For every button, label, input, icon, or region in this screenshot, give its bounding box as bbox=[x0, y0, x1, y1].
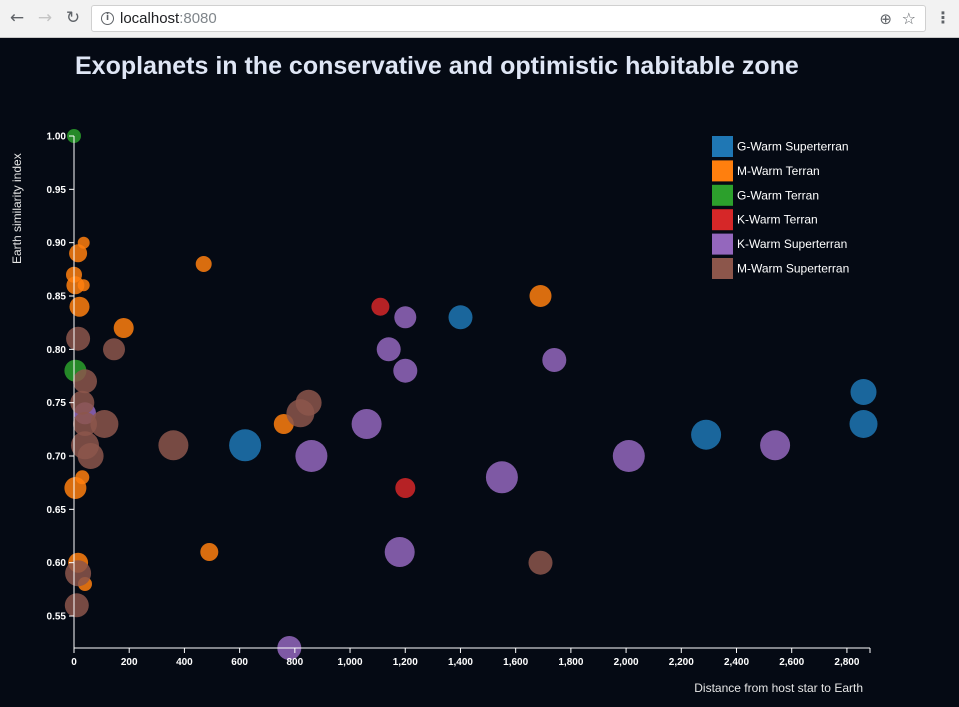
data-point bbox=[542, 348, 567, 372]
chart-title: Exoplanets in the conservative and optim… bbox=[75, 52, 799, 80]
data-point bbox=[66, 326, 91, 351]
x-axis-label: Distance from host star to Earth bbox=[694, 681, 863, 695]
forward-button[interactable]: → bbox=[35, 8, 55, 28]
zoom-icon[interactable]: ⊕ bbox=[879, 10, 892, 28]
data-point bbox=[384, 537, 415, 567]
x-tick-label: 0 bbox=[71, 657, 77, 668]
bubble-layer bbox=[64, 129, 878, 660]
data-point bbox=[66, 276, 85, 295]
legend-swatch bbox=[712, 209, 733, 231]
data-point bbox=[376, 337, 401, 362]
data-point bbox=[73, 412, 97, 436]
y-tick-label: 0.80 bbox=[47, 345, 67, 356]
data-point bbox=[295, 440, 328, 472]
legend-label: G-Warm Terran bbox=[737, 188, 819, 202]
legend: G-Warm Superterran M-Warm Terran G-Warm Te… bbox=[712, 136, 849, 279]
data-point bbox=[850, 379, 877, 405]
data-point bbox=[393, 358, 418, 383]
data-point bbox=[691, 419, 722, 450]
data-point bbox=[158, 430, 189, 461]
y-tick-label: 0.65 bbox=[47, 505, 67, 516]
data-point bbox=[612, 440, 645, 472]
address-bar[interactable]: i localhost:8080 ⊕ ☆ bbox=[91, 5, 926, 32]
data-point bbox=[73, 369, 97, 394]
y-axis-label: Earth similarity index bbox=[10, 153, 24, 264]
y-tick-label: 0.60 bbox=[47, 558, 67, 569]
legend-label: M-Warm Superterran bbox=[737, 262, 849, 276]
data-point bbox=[64, 593, 89, 618]
legend-swatch bbox=[712, 184, 733, 206]
legend-swatch bbox=[712, 233, 733, 255]
x-tick-label: 200 bbox=[121, 657, 138, 668]
x-tick-label: 2,000 bbox=[614, 657, 639, 668]
data-point bbox=[351, 409, 382, 439]
legend-swatch bbox=[712, 258, 733, 279]
x-tick-label: 2,800 bbox=[834, 657, 859, 668]
y-tick-label: 0.95 bbox=[47, 185, 67, 196]
data-point bbox=[200, 543, 219, 561]
arrow-right-icon: → bbox=[37, 8, 53, 28]
data-point bbox=[195, 256, 212, 272]
url-text[interactable]: localhost:8080 bbox=[120, 10, 217, 28]
x-tick-label: 400 bbox=[176, 657, 193, 668]
data-point bbox=[70, 390, 95, 415]
data-point bbox=[229, 429, 262, 462]
data-point bbox=[77, 443, 104, 469]
data-point bbox=[65, 560, 92, 587]
data-point bbox=[69, 296, 90, 317]
legend-label: M-Warm Terran bbox=[737, 164, 820, 178]
data-point bbox=[448, 305, 473, 330]
y-tick-label: 0.90 bbox=[47, 238, 67, 249]
x-tick-label: 1,800 bbox=[558, 657, 583, 668]
data-point bbox=[395, 478, 416, 498]
reload-button[interactable]: ↻ bbox=[63, 8, 83, 28]
y-tick-label: 0.70 bbox=[47, 452, 67, 463]
back-button[interactable]: ← bbox=[7, 8, 27, 28]
data-point bbox=[849, 410, 878, 438]
url-port: :8080 bbox=[179, 10, 217, 27]
reload-icon: ↻ bbox=[65, 8, 81, 28]
data-point bbox=[90, 410, 119, 438]
x-tick-label: 1,400 bbox=[448, 657, 473, 668]
x-tick-label: 2,600 bbox=[779, 657, 804, 668]
data-point bbox=[113, 318, 134, 338]
y-tick-label: 0.85 bbox=[47, 292, 67, 303]
y-tick-label: 0.75 bbox=[47, 398, 67, 409]
legend-swatch bbox=[712, 160, 733, 182]
y-axis: 0.55 0.60 0.65 0.70 0.75 0.80 0.85 0.90 0.95 1.00 bbox=[47, 132, 75, 648]
browser-toolbar: ← → ↻ i localhost:8080 ⊕ ☆ ⋮ bbox=[0, 0, 959, 38]
x-tick-label: 1,000 bbox=[338, 657, 363, 668]
x-tick-label: 2,200 bbox=[669, 657, 694, 668]
data-point bbox=[64, 477, 87, 499]
y-tick-label: 0.55 bbox=[47, 612, 67, 623]
data-point bbox=[760, 430, 791, 461]
data-point bbox=[103, 338, 125, 361]
data-point bbox=[528, 550, 553, 575]
legend-label: G-Warm Superterran bbox=[737, 140, 849, 154]
x-tick-label: 1,200 bbox=[393, 657, 418, 668]
star-icon[interactable]: ☆ bbox=[901, 9, 916, 28]
x-tick-label: 2,400 bbox=[724, 657, 749, 668]
x-tick-label: 600 bbox=[231, 657, 248, 668]
x-tick-label: 800 bbox=[286, 657, 303, 668]
data-point bbox=[485, 461, 518, 494]
y-tick-label: 1.00 bbox=[47, 132, 67, 143]
kebab-menu-icon[interactable]: ⋮ bbox=[935, 8, 951, 27]
data-point bbox=[295, 389, 322, 416]
arrow-left-icon: ← bbox=[9, 8, 25, 28]
data-point bbox=[529, 285, 552, 307]
legend-label: K-Warm Terran bbox=[737, 213, 818, 227]
url-host: localhost bbox=[120, 10, 180, 27]
x-axis: 0 200 400 600 800 1,000 1,200 1,400 1,600 1,800 2,… bbox=[71, 647, 871, 668]
data-point bbox=[371, 297, 390, 316]
x-tick-label: 1,600 bbox=[503, 657, 528, 668]
info-icon[interactable]: i bbox=[101, 12, 114, 25]
legend-label: K-Warm Superterran bbox=[737, 237, 847, 251]
chart: Exoplanets in the conservative and optim… bbox=[10, 52, 878, 695]
legend-swatch bbox=[712, 136, 733, 157]
data-point bbox=[394, 306, 417, 329]
data-point bbox=[69, 244, 88, 263]
